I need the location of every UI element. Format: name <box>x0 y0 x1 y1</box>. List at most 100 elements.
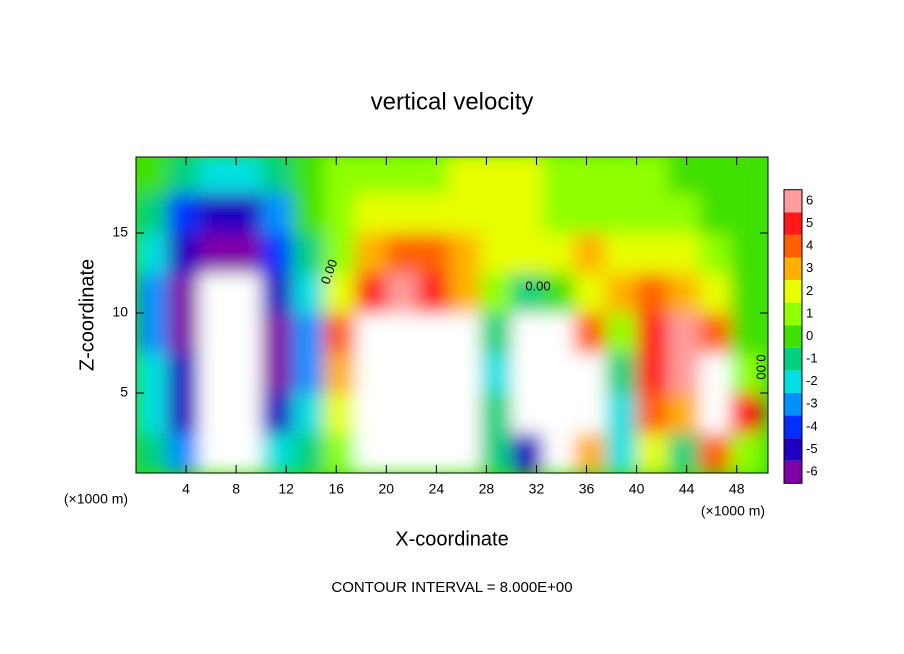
cell <box>699 157 731 194</box>
colorbar-label: -1 <box>806 351 818 366</box>
colorbar-label: 4 <box>806 238 813 253</box>
cell <box>699 313 731 354</box>
cell <box>667 433 700 473</box>
cell <box>167 353 200 394</box>
y-unit: (×1000 m) <box>64 491 128 507</box>
cell <box>323 273 356 314</box>
cell <box>480 233 512 274</box>
colorbar-label: -4 <box>806 418 818 433</box>
cell <box>323 157 356 194</box>
colorbar-frame <box>783 189 803 484</box>
cell <box>448 353 481 394</box>
cell <box>605 273 638 314</box>
cell <box>198 273 231 314</box>
cell <box>355 313 387 354</box>
cell <box>229 393 262 434</box>
cell <box>605 393 638 434</box>
colorbar-label: 2 <box>806 283 813 298</box>
cell <box>511 193 544 234</box>
cell <box>417 433 450 473</box>
cell <box>417 393 450 434</box>
cell <box>730 233 763 274</box>
cell <box>699 233 731 274</box>
cell <box>417 273 450 314</box>
cell <box>448 193 481 234</box>
cell <box>229 273 262 314</box>
cell <box>198 353 231 394</box>
colorbar-swatch <box>784 189 802 213</box>
cell <box>699 273 731 314</box>
cell <box>542 273 575 314</box>
y-tick-label: 10 <box>112 304 128 320</box>
cell <box>198 193 231 234</box>
cell <box>136 157 168 194</box>
cell <box>667 193 700 234</box>
colorbar-swatch <box>784 234 802 258</box>
cell <box>730 313 763 354</box>
cell <box>699 193 731 234</box>
x-tick-label: 44 <box>679 481 695 497</box>
field <box>136 157 763 473</box>
cell <box>480 393 512 434</box>
cell <box>480 157 512 194</box>
cell <box>480 273 512 314</box>
colorbar-swatch <box>784 257 802 281</box>
cell <box>323 193 356 234</box>
cell <box>511 393 544 434</box>
y-tick-label: 5 <box>120 384 128 400</box>
cell <box>355 233 387 274</box>
cell <box>667 273 700 314</box>
cell <box>323 313 356 354</box>
cell <box>636 433 669 473</box>
cell <box>667 313 700 354</box>
cell <box>136 193 168 234</box>
x-tick-label: 4 <box>182 481 190 497</box>
cell <box>730 433 763 473</box>
cell <box>292 157 325 194</box>
cell <box>198 433 231 473</box>
cell <box>198 157 231 194</box>
colorbar-label: 1 <box>806 305 813 320</box>
cell <box>636 353 669 394</box>
cell <box>542 433 575 473</box>
cell <box>417 313 450 354</box>
cell <box>667 353 700 394</box>
cell <box>323 433 356 473</box>
cell <box>386 233 419 274</box>
cell <box>136 433 168 473</box>
cell <box>323 393 356 434</box>
colorbar-label: -2 <box>806 373 818 388</box>
cell <box>699 353 731 394</box>
colorbar-label: 3 <box>806 260 813 275</box>
x-tick-label: 36 <box>579 481 595 497</box>
cell <box>136 273 168 314</box>
cell <box>542 157 575 194</box>
cell <box>292 393 325 434</box>
cell <box>229 353 262 394</box>
cell <box>542 193 575 234</box>
cell <box>636 393 669 434</box>
cell <box>386 193 419 234</box>
chart-title: vertical velocity <box>371 88 534 115</box>
cell <box>574 353 606 394</box>
colorbar-swatch <box>784 347 802 371</box>
colorbar-swatch <box>784 370 802 393</box>
cell <box>261 157 293 194</box>
x-tick-label: 20 <box>379 481 395 497</box>
cell <box>574 193 606 234</box>
x-tick-label: 28 <box>479 481 495 497</box>
cell <box>417 233 450 274</box>
cell <box>511 353 544 394</box>
cell <box>417 157 450 194</box>
cell <box>511 157 544 194</box>
cell <box>699 433 731 473</box>
colorbar-label: -5 <box>806 441 818 456</box>
cell <box>542 353 575 394</box>
cell <box>448 393 481 434</box>
cell <box>386 433 419 473</box>
cell <box>511 233 544 274</box>
cell <box>292 313 325 354</box>
cell <box>292 433 325 473</box>
colorbar-label: -6 <box>806 463 818 478</box>
cell <box>730 157 763 194</box>
